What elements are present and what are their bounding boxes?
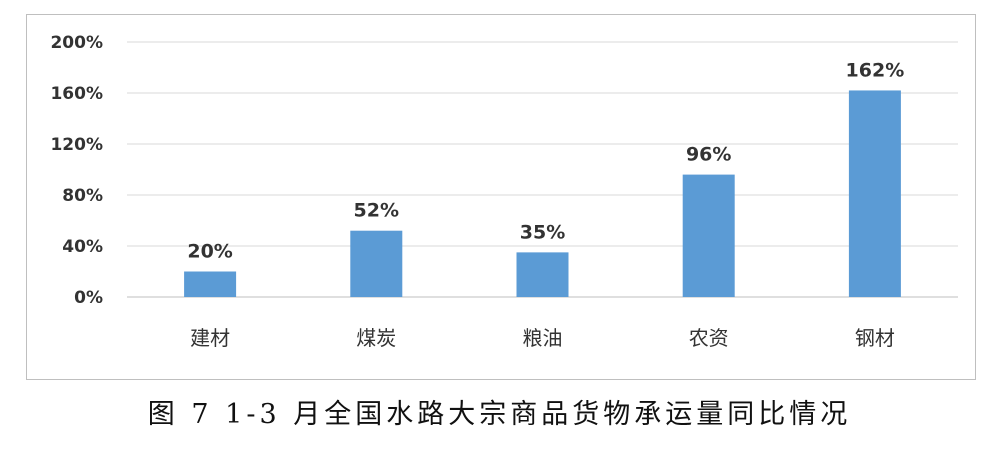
bar — [516, 252, 569, 297]
data-label: 35% — [520, 221, 565, 243]
bar — [848, 90, 901, 297]
y-tick-label: 200% — [50, 33, 103, 53]
y-tick-label: 80% — [62, 186, 103, 206]
x-category-label: 建材 — [190, 326, 230, 350]
x-category-label: 煤炭 — [356, 326, 396, 350]
y-tick-label: 160% — [50, 84, 103, 104]
chart-frame — [26, 14, 976, 380]
data-label: 96% — [686, 144, 731, 166]
bar — [184, 271, 237, 297]
data-label: 52% — [354, 200, 399, 222]
bar — [682, 174, 735, 297]
y-tick-label: 0% — [74, 288, 103, 308]
bar — [350, 230, 403, 297]
x-category-label: 钢材 — [855, 326, 895, 350]
x-category-label: 农资 — [689, 326, 729, 350]
y-tick-label: 40% — [62, 237, 103, 257]
y-tick-label: 120% — [50, 135, 103, 155]
figure-caption: 图 7 1-3 月全国水路大宗商品货物承运量同比情况 — [147, 399, 852, 430]
x-category-label: 粮油 — [523, 326, 563, 350]
data-label: 20% — [187, 241, 232, 263]
data-label: 162% — [846, 59, 905, 81]
